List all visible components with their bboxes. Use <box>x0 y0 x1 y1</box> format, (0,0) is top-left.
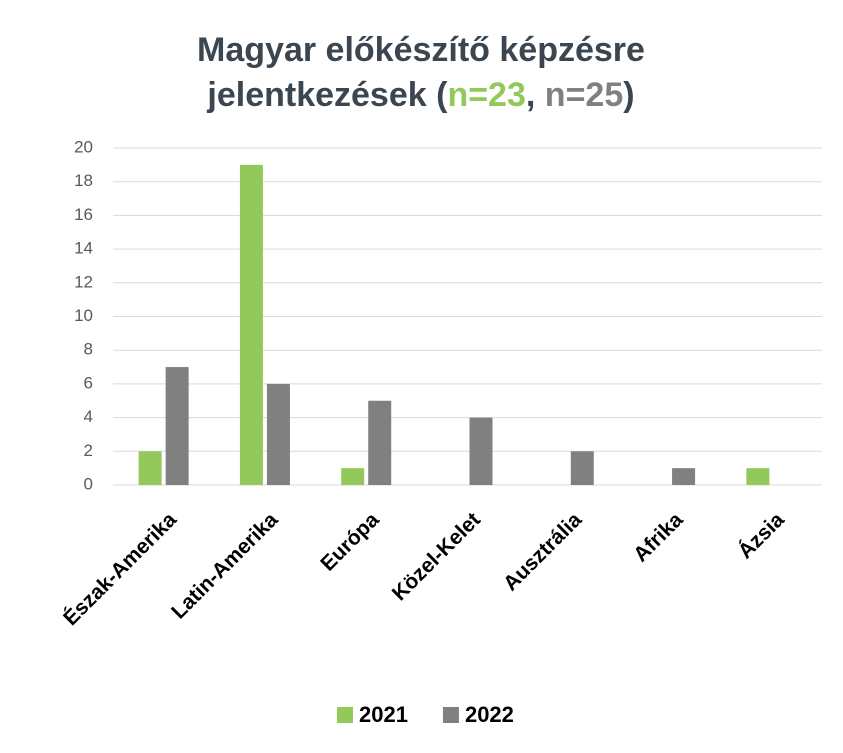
x-tick-label: Ázsia <box>734 508 789 563</box>
x-tick-label: Észak-Amerika <box>59 508 181 630</box>
bar <box>746 468 770 485</box>
legend-swatch <box>337 707 353 723</box>
y-tick-label: 16 <box>74 205 93 224</box>
y-tick-label: 2 <box>84 441 93 460</box>
title-part: n=23 <box>447 76 525 114</box>
bar <box>138 451 162 485</box>
x-tick-label: Ausztrália <box>499 508 586 595</box>
x-tick-label: Afrika <box>629 508 688 567</box>
chart-title: Magyar előkészítő képzésre <box>197 31 645 69</box>
x-tick-label: Közel-Kelet <box>388 508 485 605</box>
bar <box>266 383 290 485</box>
legend-label: 2021 <box>359 702 408 727</box>
y-tick-label: 8 <box>84 340 93 359</box>
x-tick-label: Európa <box>316 508 384 576</box>
y-tick-label: 6 <box>84 373 93 392</box>
legend-swatch <box>442 707 459 723</box>
y-tick-label: 4 <box>84 407 93 426</box>
y-tick-label: 10 <box>74 306 93 325</box>
title-part: , <box>526 76 545 114</box>
bar <box>239 164 263 485</box>
title-part: ) <box>623 76 634 114</box>
bar <box>368 400 392 485</box>
title-part: n=25 <box>545 76 623 114</box>
y-tick-label: 20 <box>74 137 93 156</box>
bar <box>672 468 696 485</box>
title-part: jelentkezések ( <box>206 76 448 114</box>
bar <box>341 468 365 485</box>
bar <box>469 417 493 485</box>
legend-label: 2022 <box>465 702 514 727</box>
y-tick-label: 12 <box>74 272 93 291</box>
bar <box>165 367 189 485</box>
y-tick-label: 0 <box>84 474 93 493</box>
y-tick-label: 18 <box>74 171 93 190</box>
bar <box>570 451 594 485</box>
y-tick-label: 14 <box>74 239 93 258</box>
chart-title: jelentkezések (n=23, n=25) <box>206 76 634 114</box>
x-tick-label: Latin-Amerika <box>167 508 283 624</box>
